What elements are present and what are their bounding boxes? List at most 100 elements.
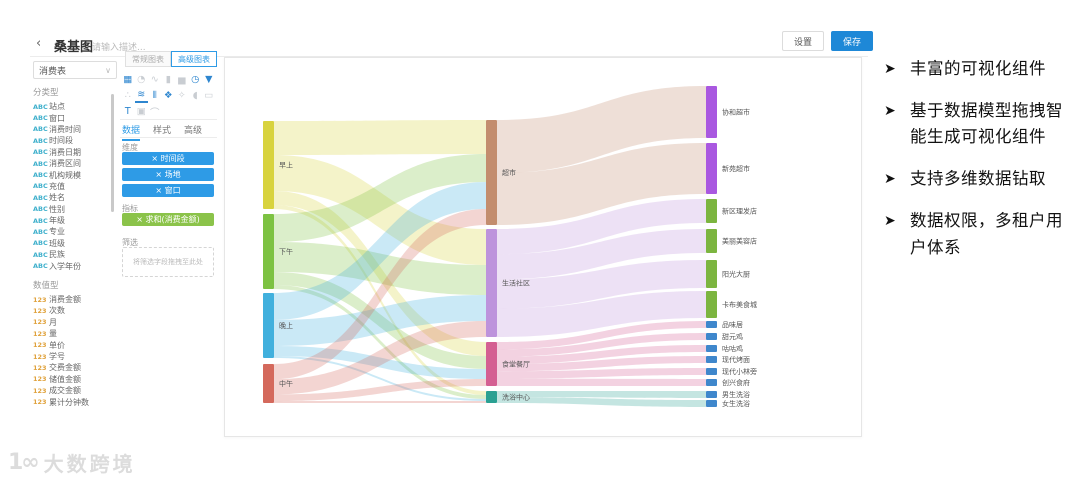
line-chart-icon[interactable]: ∿ [150,74,159,85]
sankey-node[interactable] [706,333,717,340]
field-item-text[interactable]: ABC 入学年份 [33,260,115,271]
parallel-icon[interactable]: ⫴ [152,90,157,101]
table-icon[interactable]: ▦ [123,74,133,85]
sankey-link[interactable] [497,345,706,364]
save-button[interactable]: 保存 [831,31,873,51]
tab-样式[interactable]: 样式 [153,126,172,136]
dataset-select[interactable]: 消费表 ∨ [33,61,117,79]
field-item-text[interactable]: ABC 消费日期 [33,147,115,158]
sankey-link[interactable] [274,120,486,155]
sankey-link[interactable] [497,199,706,255]
sankey-link[interactable] [274,272,486,369]
sankey-link[interactable] [274,242,486,295]
sankey-link[interactable] [497,333,706,357]
sankey-node[interactable] [486,229,497,337]
field-item-number[interactable]: 123 月 [33,317,115,328]
gauge-icon[interactable]: ◷ [191,74,200,85]
arc-icon[interactable]: ◖ [192,90,198,101]
tab-数据[interactable]: 数据 [122,123,141,141]
chart-canvas[interactable]: 早上 下午 晚上 中午 超市 生活社区 食堂餐厅 洗浴中心 协和超市 新苑超市 新区理发店 美丽美容店… [224,57,862,437]
funnel-icon[interactable]: ▼ [205,74,213,85]
sankey-node[interactable] [263,121,274,209]
field-item-number[interactable]: 123 次数 [33,305,115,316]
field-item-text[interactable]: ABC 民族 [33,249,115,260]
field-item-number[interactable]: 123 储值金额 [33,374,115,385]
dimension-pill[interactable]: × 场地 [122,168,214,181]
sankey-link[interactable] [274,401,486,403]
field-list-scrollbar[interactable] [111,94,114,212]
sankey-node[interactable] [486,120,497,225]
sankey-icon[interactable]: ≋ [134,88,148,103]
sankey-link[interactable] [274,191,486,356]
sankey-link[interactable] [274,295,486,346]
field-item-text[interactable]: ABC 班级 [33,238,115,249]
field-item-number[interactable]: 123 交费金额 [33,362,115,373]
field-item-number[interactable]: 123 量 [33,328,115,339]
tab-高级[interactable]: 高级 [184,126,203,136]
sankey-node[interactable] [706,368,717,375]
field-item-number[interactable]: 123 单价 [33,339,115,350]
sankey-link[interactable] [497,356,706,372]
field-item-number[interactable]: 123 成交金额 [33,385,115,396]
sankey-node[interactable] [706,356,717,363]
sankey-link[interactable] [497,397,706,407]
filter-drop-zone[interactable]: 将筛选字段拖拽至此处 [122,247,214,277]
sankey-node[interactable] [706,260,717,288]
field-item-text[interactable]: ABC 专业 [33,226,115,237]
sankey-link[interactable] [497,378,706,386]
sankey-link[interactable] [497,368,706,379]
sankey-node[interactable] [706,199,717,223]
field-item-text[interactable]: ABC 窗口 [33,112,115,123]
sankey-link[interactable] [274,346,486,379]
sankey-node[interactable] [486,391,497,403]
pie-chart-icon[interactable]: ◔ [137,74,146,85]
sankey-node[interactable] [263,293,274,358]
sankey-node[interactable] [706,86,717,138]
rect-icon[interactable]: ▭ [204,90,214,101]
sankey-node[interactable] [706,321,717,328]
field-item-text[interactable]: ABC 消费区间 [33,158,115,169]
description-placeholder[interactable]: 请输入描述... [92,43,146,53]
sankey-link[interactable] [497,391,706,398]
sankey-node[interactable] [706,291,717,318]
sankey-node[interactable] [706,143,717,194]
field-item-number[interactable]: 123 学号 [33,351,115,362]
sankey-node[interactable] [263,214,274,289]
sankey-link[interactable] [497,143,706,225]
field-item-text[interactable]: ABC 机构规模 [33,169,115,180]
scatter-icon[interactable]: ∴ [124,90,131,101]
sankey-node[interactable] [706,229,717,253]
image-icon[interactable]: ▣ [136,106,146,117]
metric-pill[interactable]: × 求和(消费金额) [122,213,214,226]
field-item-text[interactable]: ABC 性别 [33,204,115,215]
sankey-link[interactable] [274,155,486,265]
back-button[interactable]: ‹ [36,36,42,51]
sankey-link[interactable] [497,229,706,280]
sankey-link[interactable] [274,321,486,395]
dimension-pill[interactable]: × 时间段 [122,152,214,165]
sankey-link[interactable] [497,321,706,350]
sankey-link[interactable] [274,209,486,380]
field-item-text[interactable]: ABC 站点 [33,101,115,112]
field-item-text[interactable]: ABC 充值 [33,181,115,192]
field-item-number[interactable]: 123 消费金额 [33,294,115,305]
sankey-link[interactable] [497,291,706,337]
settings-button[interactable]: 设置 [782,31,824,51]
sankey-node[interactable] [706,345,717,352]
sankey-node[interactable] [263,364,274,403]
field-item-text[interactable]: ABC 姓名 [33,192,115,203]
sankey-link[interactable] [497,86,706,174]
map-icon[interactable]: ❖ [163,90,173,101]
bar-chart-icon[interactable]: ▮ [165,74,171,85]
field-item-number[interactable]: 123 累计分钟数 [33,396,115,407]
view-tab-advanced[interactable]: 高级图表 [171,51,217,67]
dimension-pill[interactable]: × 窗口 [122,184,214,197]
sankey-link[interactable] [274,182,486,320]
sankey-link[interactable] [274,356,486,401]
sankey-node[interactable] [486,342,497,386]
radar-icon[interactable]: ✧ [177,90,186,101]
histogram-icon[interactable]: ▅ [178,74,186,85]
field-item-text[interactable]: ABC 时间段 [33,135,115,146]
sankey-link[interactable] [274,205,486,395]
